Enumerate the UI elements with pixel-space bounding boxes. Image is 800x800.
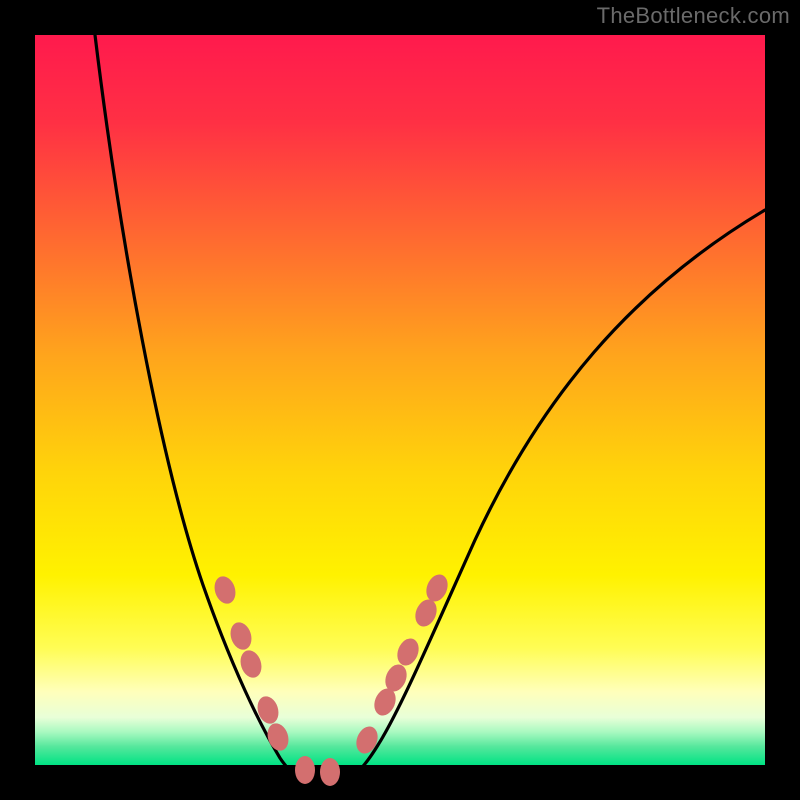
marker-layer — [0, 0, 800, 800]
markers-trough-group — [295, 756, 340, 786]
marker-trough — [295, 756, 315, 784]
marker-trough — [320, 758, 340, 786]
marker-left — [254, 694, 282, 727]
markers-left-group — [211, 574, 292, 754]
marker-right — [352, 723, 381, 756]
chart-canvas: TheBottleneck.com — [0, 0, 800, 800]
marker-left — [237, 648, 265, 681]
watermark-text: TheBottleneck.com — [597, 3, 790, 29]
marker-left — [227, 620, 255, 653]
marker-left — [211, 574, 239, 607]
marker-right — [393, 635, 422, 668]
marker-left — [264, 721, 292, 754]
markers-right-group — [352, 571, 451, 756]
